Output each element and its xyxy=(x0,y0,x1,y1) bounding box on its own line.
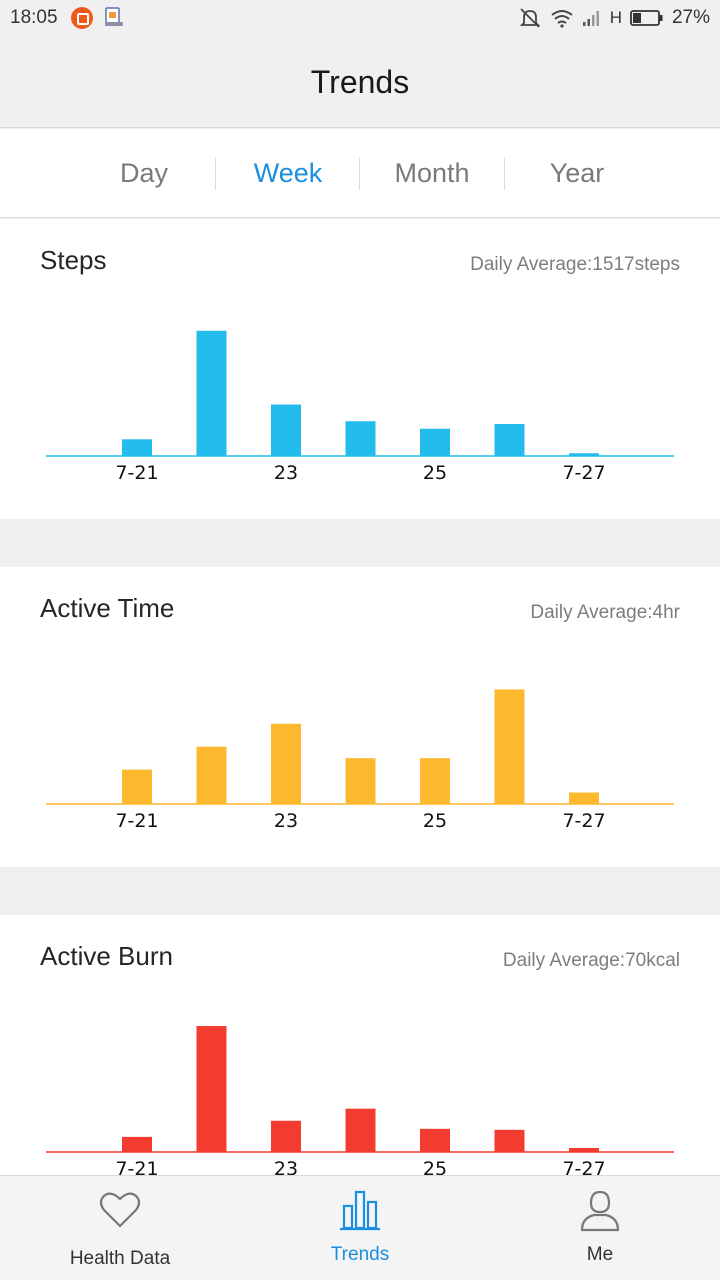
bar-26[interactable] xyxy=(494,424,525,456)
signal-icon xyxy=(582,11,599,26)
nav-label: Trends xyxy=(330,1244,390,1265)
tab-month[interactable]: Month xyxy=(394,158,470,188)
period-tabs: Day Week Month Year xyxy=(0,129,720,218)
x-tick-label: 25 xyxy=(423,462,447,484)
x-tick-label: 7-27 xyxy=(562,810,605,832)
x-tick-label: 23 xyxy=(274,810,298,832)
nav-health-data[interactable]: Health Data xyxy=(0,1176,240,1280)
bar-26[interactable] xyxy=(494,689,525,804)
x-tick-label: 23 xyxy=(274,462,298,484)
page-title: Trends xyxy=(310,64,410,100)
bar-23[interactable] xyxy=(271,404,301,456)
bar-7-27[interactable] xyxy=(569,453,599,456)
bar-7-21[interactable] xyxy=(122,1136,152,1152)
bar-7-21[interactable] xyxy=(122,769,152,804)
battery-icon xyxy=(630,10,663,26)
bar-22[interactable] xyxy=(196,746,227,804)
bar-25[interactable] xyxy=(420,758,450,804)
active-time-card[interactable]: Active Time Daily Average:4hr 7-21 23 25 7-… xyxy=(0,567,720,867)
daily-average: Daily Average:1517steps xyxy=(470,254,680,275)
tab-divider xyxy=(359,157,360,190)
bar-chart-icon xyxy=(340,1190,380,1231)
active-burn-card[interactable]: Active Burn Daily Average:70kcal 7-21 23 2… xyxy=(0,915,720,1175)
tab-day[interactable]: Day xyxy=(119,158,168,188)
network-type: H xyxy=(609,8,622,27)
tab-year[interactable]: Year xyxy=(549,158,605,188)
title-bar: Trends xyxy=(0,38,720,128)
tab-week[interactable]: Week xyxy=(253,158,323,188)
active-burn-bar-chart: 7-21 23 25 7-27 xyxy=(46,1026,674,1175)
wifi-icon xyxy=(551,10,573,28)
bottom-navigation: Health Data Trends Me xyxy=(0,1175,720,1280)
daily-average: Daily Average:4hr xyxy=(530,602,680,623)
status-indicators: H 27% xyxy=(518,5,710,31)
bar-23[interactable] xyxy=(271,1120,301,1152)
bar-23[interactable] xyxy=(271,723,301,804)
status-time: 18:05 xyxy=(10,7,58,28)
bar-24[interactable] xyxy=(345,758,376,804)
nav-me[interactable]: Me xyxy=(480,1176,720,1280)
bar-25[interactable] xyxy=(420,428,450,456)
bar-24[interactable] xyxy=(345,421,376,456)
card-title: Active Burn xyxy=(40,941,173,971)
nav-label: Health Data xyxy=(69,1248,171,1269)
bar-7-27[interactable] xyxy=(569,792,599,804)
x-tick-label: 23 xyxy=(274,1158,298,1175)
mute-icon xyxy=(519,8,540,28)
tab-divider xyxy=(215,157,216,190)
bar-24[interactable] xyxy=(345,1108,376,1152)
notification-icon xyxy=(105,7,123,26)
active-time-bar-chart: 7-21 23 25 7-27 xyxy=(46,689,674,832)
steps-card[interactable]: Steps Daily Average:1517steps 7-21 23 25 7-… xyxy=(0,219,720,519)
heart-icon xyxy=(99,1192,141,1228)
card-title: Active Time xyxy=(40,593,175,623)
bar-22[interactable] xyxy=(196,330,227,456)
nav-label: Me xyxy=(586,1244,614,1265)
x-tick-label: 7-21 xyxy=(115,1158,158,1175)
person-icon xyxy=(580,1190,620,1232)
daily-average: Daily Average:70kcal xyxy=(502,950,680,971)
battery-percent: 27% xyxy=(671,7,710,28)
bar-22[interactable] xyxy=(196,1026,227,1152)
x-tick-label: 7-27 xyxy=(562,1158,605,1175)
bar-7-21[interactable] xyxy=(122,439,152,456)
tab-divider xyxy=(504,157,505,190)
x-tick-label: 7-27 xyxy=(562,462,605,484)
x-tick-label: 25 xyxy=(423,1158,447,1175)
card-title: Steps xyxy=(40,245,107,275)
steps-bar-chart: 7-21 23 25 7-27 xyxy=(46,330,674,484)
nav-trends[interactable]: Trends xyxy=(240,1176,480,1280)
app-notification-icon xyxy=(71,7,93,29)
bar-7-27[interactable] xyxy=(569,1147,599,1152)
bar-26[interactable] xyxy=(494,1129,525,1152)
x-tick-label: 25 xyxy=(423,810,447,832)
status-bar: 18:05 H 27% xyxy=(0,0,720,38)
x-tick-label: 7-21 xyxy=(115,462,158,484)
bar-25[interactable] xyxy=(420,1128,450,1152)
x-tick-label: 7-21 xyxy=(115,810,158,832)
